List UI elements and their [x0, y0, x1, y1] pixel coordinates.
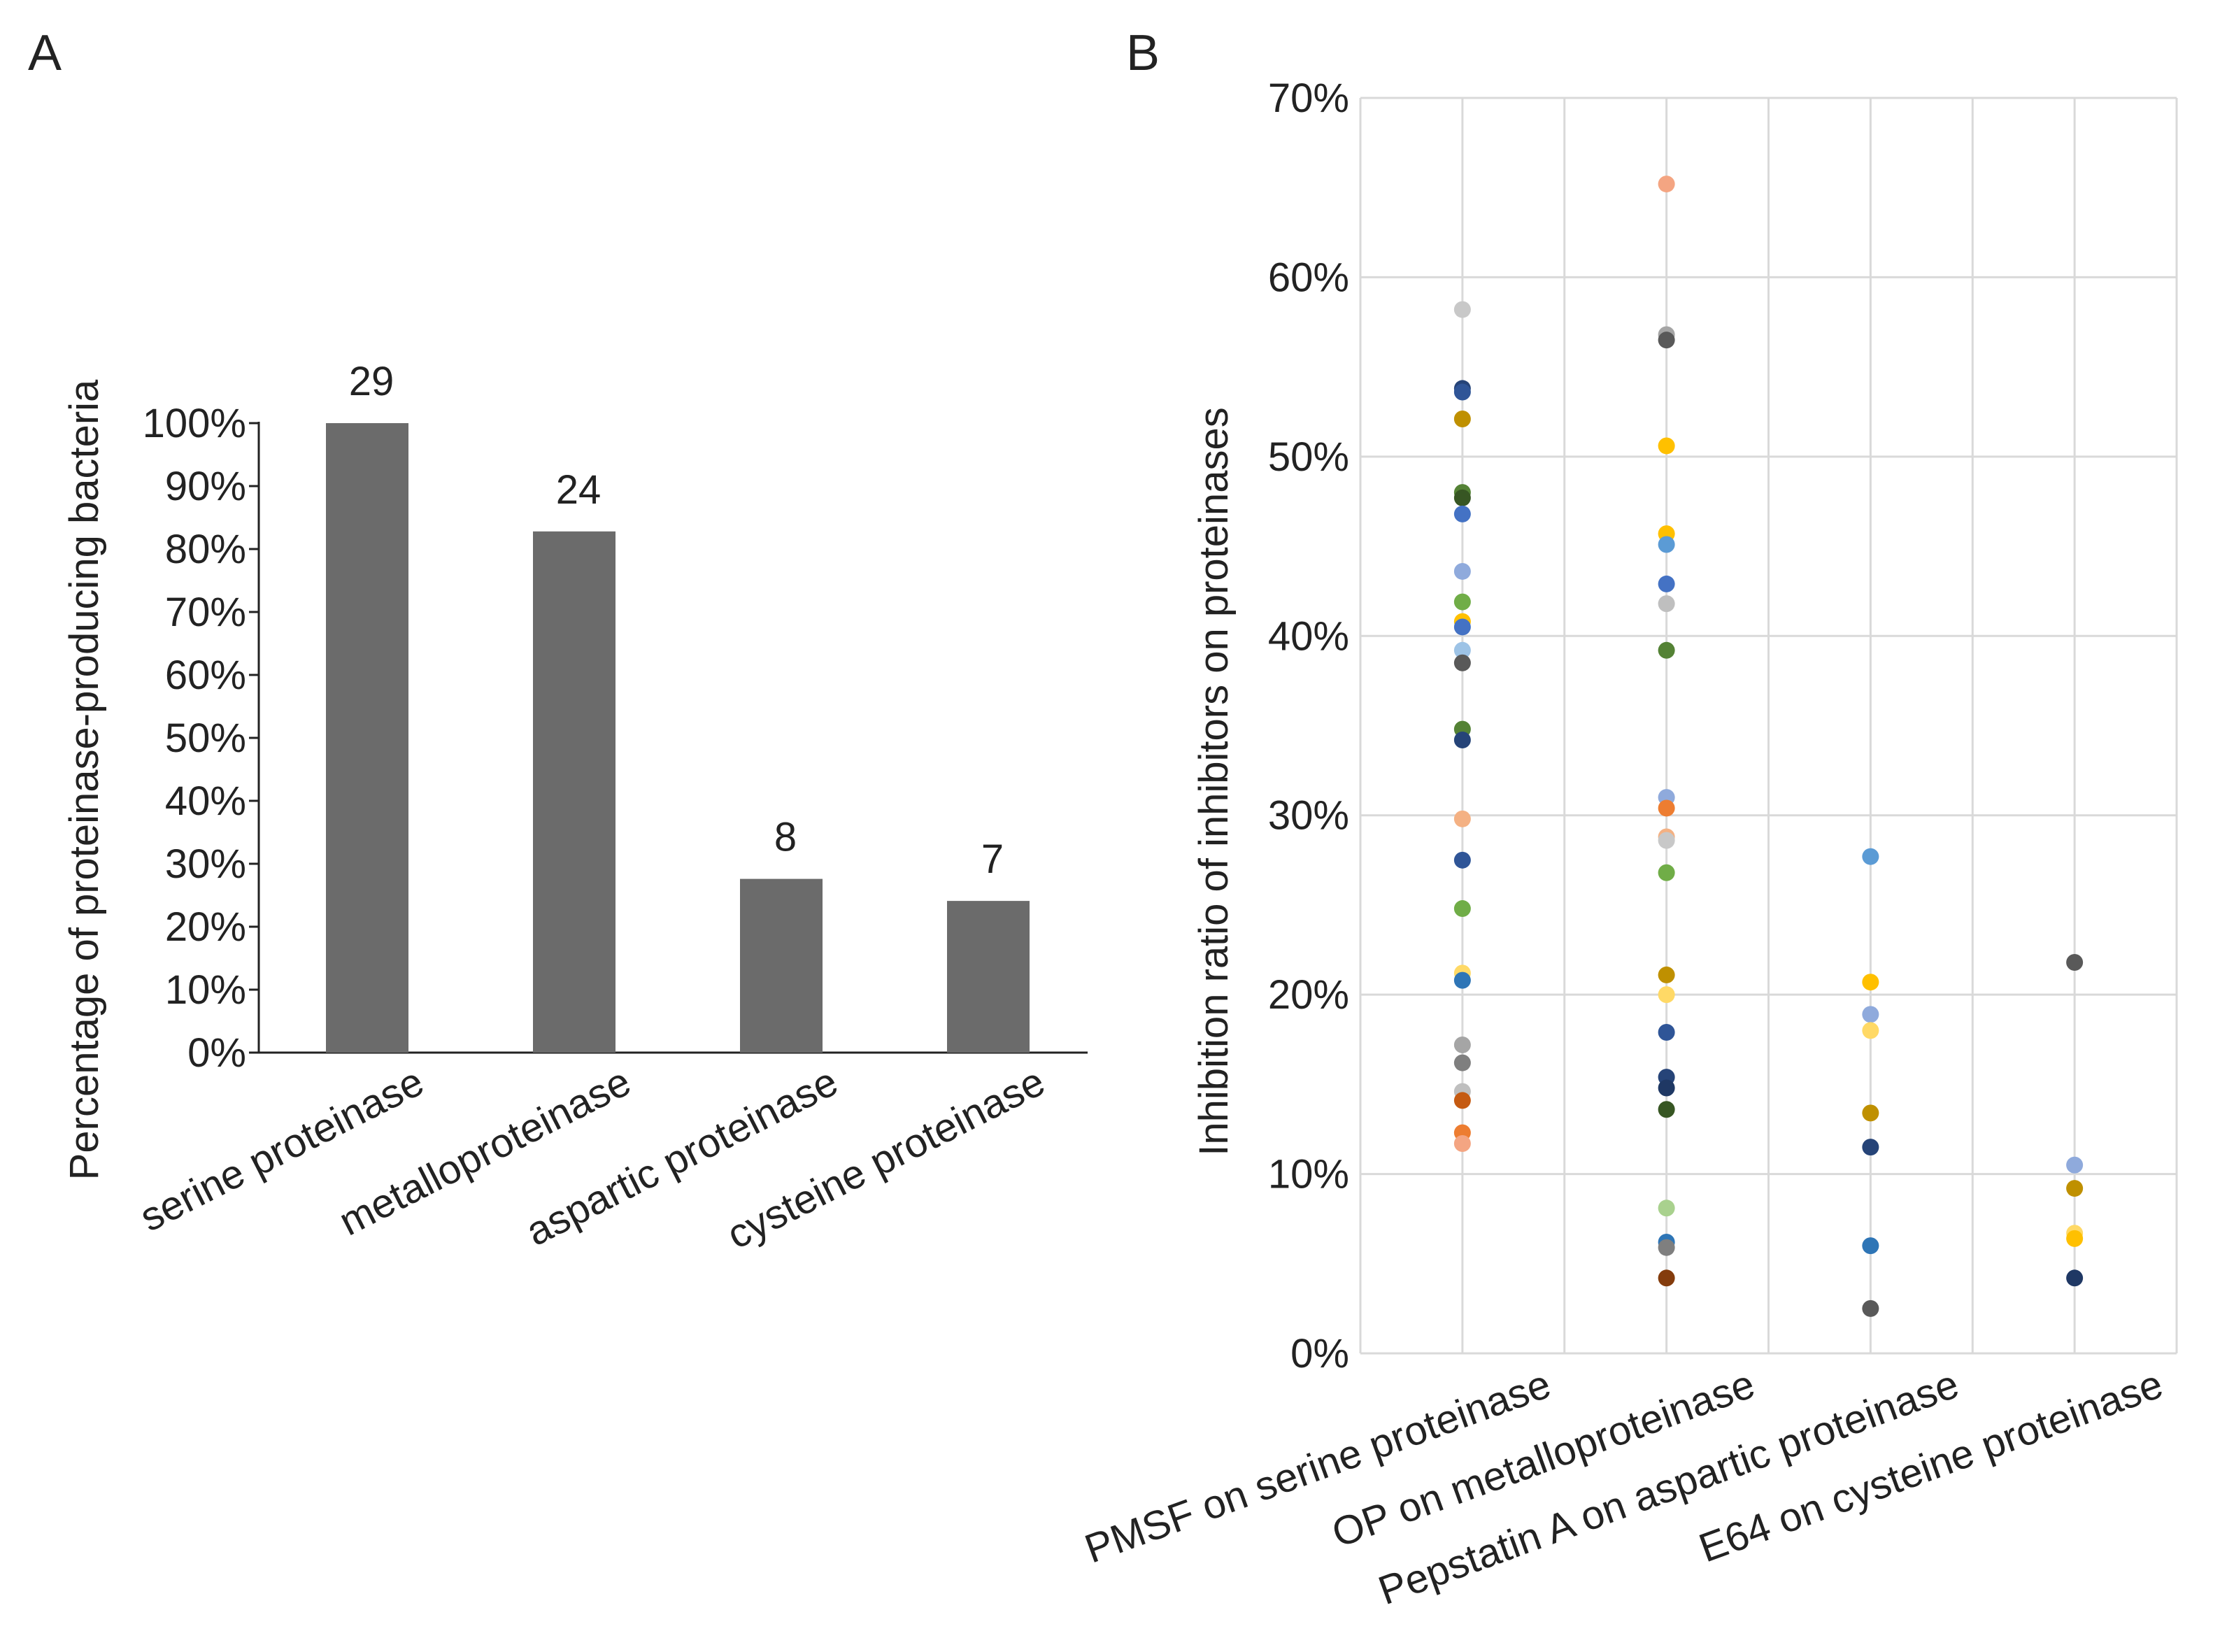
- bar: [326, 423, 408, 1053]
- y-tick-label: 70%: [165, 590, 246, 635]
- data-point: [1453, 618, 1471, 636]
- data-point: [1658, 536, 1675, 553]
- data-point: [1658, 575, 1675, 592]
- data-point: [1862, 1237, 1879, 1255]
- data-point: [1862, 1006, 1879, 1023]
- bar-chart: 0% 10% 20% 30% 40% 50% 60% 70% 80% 90% 100% Percent…: [62, 359, 1088, 1258]
- data-point: [1658, 1023, 1675, 1041]
- panel-a-label: A: [28, 25, 62, 81]
- y-tick-label: 20%: [1268, 972, 1349, 1018]
- panel-b-label: B: [1126, 25, 1160, 81]
- data-point: [2066, 1230, 2084, 1247]
- y-tick-label: 100%: [143, 401, 246, 446]
- data-point: [1862, 1022, 1879, 1039]
- data-point: [1658, 966, 1675, 983]
- data-point: [1453, 505, 1471, 522]
- data-point: [1862, 1139, 1879, 1156]
- y-tick-label: 10%: [165, 967, 246, 1013]
- data-point: [1453, 562, 1471, 580]
- y-tick-label: 0%: [1290, 1331, 1349, 1376]
- bar-value-label: 24: [556, 467, 602, 513]
- data-point: [1862, 974, 1879, 991]
- y-tick-label: 10%: [1268, 1152, 1349, 1197]
- data-point: [1658, 1079, 1675, 1097]
- data-point: [1453, 301, 1471, 318]
- bar: [947, 901, 1030, 1053]
- data-point: [1862, 848, 1879, 865]
- bar: [740, 878, 823, 1053]
- bar-value-label: 8: [774, 815, 797, 860]
- data-point: [1453, 641, 1471, 659]
- data-point: [1658, 437, 1675, 455]
- y-tick-label: 60%: [1268, 255, 1349, 300]
- y-axis-label: Inhibition ratio of inhibitors on protei…: [1191, 407, 1237, 1155]
- bar-value-label: 29: [349, 359, 394, 404]
- y-tick-label: 50%: [1268, 434, 1349, 480]
- y-tick-label: 40%: [1268, 613, 1349, 659]
- y-axis-label: Percentage of proteinase-producing bacte…: [62, 379, 107, 1180]
- data-point: [2066, 1180, 2084, 1197]
- y-tick-label: 90%: [165, 464, 246, 509]
- data-point: [2066, 1269, 2084, 1287]
- data-point: [1658, 595, 1675, 613]
- y-tick-label: 20%: [165, 904, 246, 950]
- data-point: [1453, 411, 1471, 428]
- data-point: [1453, 810, 1471, 827]
- scatter-chart: 0% 10% 20% 30% 40% 50% 60% 70% Inhibition ratio …: [1079, 76, 2178, 1614]
- data-point: [1453, 489, 1471, 506]
- data-point: [1453, 1134, 1471, 1152]
- data-point: [1453, 900, 1471, 918]
- y-tick-label: 70%: [1268, 76, 1349, 121]
- data-point: [1658, 832, 1675, 849]
- data-point: [1453, 593, 1471, 611]
- data-point: [1453, 971, 1471, 989]
- data-point: [1453, 732, 1471, 749]
- data-point: [1453, 654, 1471, 671]
- data-point: [1658, 1239, 1675, 1256]
- data-point: [2066, 1156, 2084, 1174]
- data-point: [1453, 851, 1471, 869]
- y-tick-label: 60%: [165, 653, 246, 698]
- bar: [533, 531, 615, 1053]
- data-point: [1658, 1269, 1675, 1287]
- data-point: [1658, 986, 1675, 1004]
- data-point: [1658, 799, 1675, 817]
- data-point: [1862, 1299, 1879, 1317]
- data-point: [1453, 1092, 1471, 1109]
- data-point: [1862, 1104, 1879, 1122]
- y-tick-label: 50%: [165, 715, 246, 761]
- data-point: [1658, 332, 1675, 349]
- data-point: [1658, 176, 1675, 193]
- data-point: [1453, 1054, 1471, 1071]
- y-tick-label: 30%: [1268, 793, 1349, 839]
- data-point: [1453, 383, 1471, 401]
- data-point: [1453, 1036, 1471, 1053]
- y-tick-label: 0%: [187, 1030, 246, 1076]
- bar-value-label: 7: [981, 836, 1004, 882]
- y-tick-label: 80%: [165, 527, 246, 572]
- data-point: [1658, 864, 1675, 881]
- data-point: [2066, 953, 2084, 971]
- data-point: [1658, 1101, 1675, 1118]
- data-point: [1658, 1199, 1675, 1217]
- y-tick-label: 40%: [165, 778, 246, 824]
- data-point: [1658, 641, 1675, 659]
- y-tick-label: 30%: [165, 841, 246, 887]
